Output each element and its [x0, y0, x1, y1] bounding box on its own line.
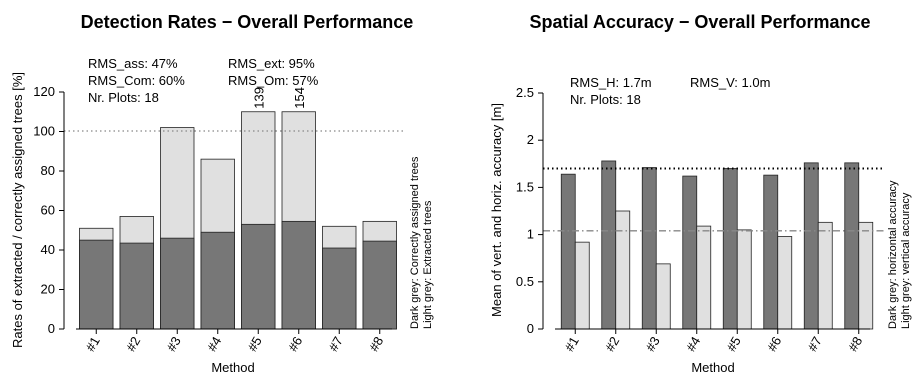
left-y-ticks: 0 20 40 60 80 100 120 [33, 84, 64, 336]
right-x-ticks: #1 #2 #3 #4 #5 #6 #7 #8 [562, 329, 865, 354]
bar-vertical-5 [736, 229, 752, 330]
right-side-legend-dark: Dark grey: horizontal accuracy [887, 180, 899, 329]
left-y-tick-label: 0 [48, 321, 55, 336]
left-annotation-rms-ext: RMS_ext: 95% [228, 56, 315, 71]
left-x-tick-label: #1 [83, 334, 103, 354]
left-annotation-rms-com: RMS_Com: 60% [88, 73, 185, 88]
bar-horizontal-5 [722, 168, 738, 330]
right-y-tick-label: 0.5 [516, 274, 534, 289]
right-reference-lines [543, 167, 884, 232]
bar-correct-4 [200, 231, 235, 330]
bar-horizontal-7 [803, 162, 819, 330]
right-x-tick-label: #1 [562, 334, 582, 354]
left-x-tick-label: #6 [285, 334, 305, 354]
right-y-tick-label: 2.5 [516, 85, 534, 100]
right-y-tick-label: 2 [527, 132, 534, 147]
left-side-legend-dark: Dark grey: Correctly assigned trees [409, 156, 421, 329]
right-y-tick-label: 1 [527, 227, 534, 242]
bar-correct-2 [119, 242, 154, 330]
bar-horizontal-4 [682, 175, 698, 330]
right-x-tick-label: #6 [764, 334, 784, 354]
bar-correct-3 [160, 237, 195, 330]
bar-vertical-1 [574, 241, 590, 330]
bar-horizontal-2 [601, 160, 617, 330]
bar-horizontal-8 [844, 162, 860, 330]
right-chart-title: Spatial Accuracy − Overall Performance [529, 12, 870, 32]
bar-horizontal-6 [763, 174, 779, 330]
right-annotation-rms-v: RMS_V: 1.0m [690, 75, 770, 90]
bar-vertical-8 [858, 221, 874, 330]
left-x-axis-label: Method [211, 360, 254, 375]
left-x-ticks: #1 #2 #3 #4 #5 #6 #7 #8 [83, 329, 386, 354]
detection-rates-panel: Detection Rates − Overall Performance RM… [10, 12, 434, 375]
bar-vertical-3 [655, 263, 671, 330]
left-bars: 139 154 [79, 87, 397, 330]
right-x-axis-label: Method [691, 360, 734, 375]
left-y-tick-label: 120 [33, 84, 55, 99]
right-bars [560, 160, 874, 330]
left-annotation-rms-om: RMS_Om: 57% [228, 73, 319, 88]
bar-correct-6 [281, 220, 316, 330]
left-x-tick-label: #2 [123, 334, 143, 354]
bar-vertical-4 [696, 225, 712, 330]
right-x-tick-label: #3 [643, 334, 663, 354]
right-x-tick-label: #4 [683, 334, 703, 354]
right-side-legend-light: Light grey: vertical accuracy [900, 192, 912, 329]
bar-correct-1 [79, 239, 114, 330]
right-annotation-rms-h: RMS_H: 1.7m [570, 75, 652, 90]
bar-overflow-label-6: 154 [292, 87, 307, 109]
bar-vertical-7 [817, 221, 833, 330]
bar-vertical-2 [615, 210, 631, 330]
left-y-tick-label: 80 [41, 163, 55, 178]
left-y-tick-label: 100 [33, 124, 55, 139]
bar-correct-8 [362, 240, 397, 330]
right-y-tick-label: 1.5 [516, 179, 534, 194]
left-x-tick-label: #3 [164, 334, 184, 354]
right-y-axis-label: Mean of vert. and horiz. accuracy [m] [489, 103, 504, 317]
right-x-tick-label: #7 [805, 334, 825, 354]
left-y-tick-label: 60 [41, 203, 55, 218]
left-annotation-nr-plots: Nr. Plots: 18 [88, 90, 159, 105]
right-y-ticks: 0 0.5 1 1.5 2 2.5 [516, 85, 543, 336]
left-y-axis-label: Rates of extracted / correctly assigned … [10, 72, 25, 348]
left-x-tick-label: #5 [245, 334, 265, 354]
bar-overflow-label-5: 139 [251, 87, 266, 109]
left-chart-title: Detection Rates − Overall Performance [81, 12, 414, 32]
left-y-tick-label: 40 [41, 242, 55, 257]
left-y-tick-label: 20 [41, 282, 55, 297]
left-x-tick-label: #8 [366, 334, 386, 354]
left-side-legend-light: Light grey: Extracted trees [422, 200, 434, 329]
left-annotation-rms-ass: RMS_ass: 47% [88, 56, 178, 71]
bar-horizontal-1 [560, 173, 576, 330]
right-annotation-nr-plots: Nr. Plots: 18 [570, 92, 641, 107]
left-x-tick-label: #7 [326, 334, 346, 354]
right-y-tick-label: 0 [527, 321, 534, 336]
right-x-tick-label: #2 [602, 334, 622, 354]
right-x-tick-label: #8 [845, 334, 865, 354]
bar-horizontal-3 [641, 167, 657, 330]
bar-vertical-6 [777, 236, 793, 330]
spatial-accuracy-panel: Spatial Accuracy − Overall Performance R… [489, 12, 912, 375]
bar-correct-5 [241, 223, 276, 330]
left-x-tick-label: #4 [204, 334, 224, 354]
right-x-tick-label: #5 [724, 334, 744, 354]
bar-correct-7 [322, 247, 357, 330]
